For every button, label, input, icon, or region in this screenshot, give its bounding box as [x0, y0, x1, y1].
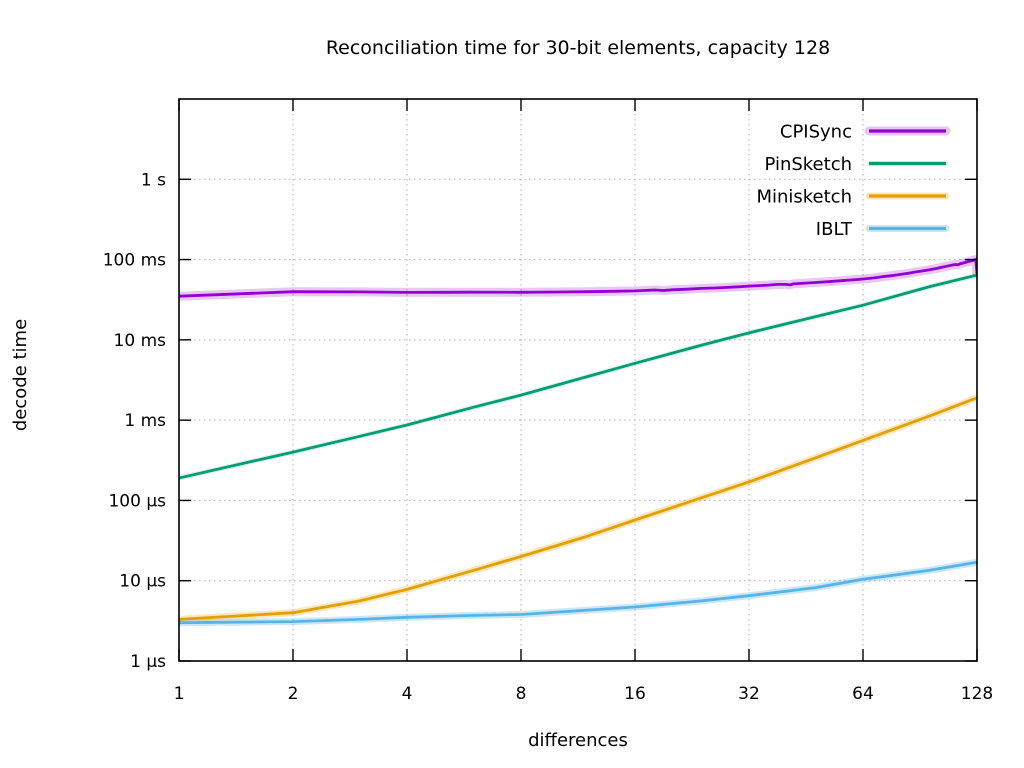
- x-tick-labels: 1 2 4 8 16 32 64 128: [174, 684, 994, 704]
- y-tick-label: 1 µs: [130, 652, 166, 672]
- x-tick-label: 64: [852, 684, 874, 704]
- y-axis-label: decode time: [10, 318, 31, 432]
- y-tick-label: 10 ms: [114, 331, 167, 351]
- series-line-iblt: [179, 560, 977, 625]
- legend-label-minisketch: Minisketch: [756, 187, 852, 208]
- series-line-minisketch: [179, 396, 977, 621]
- chart-title: Reconciliation time for 30-bit elements,…: [325, 37, 831, 59]
- series-pinsketch: [179, 272, 977, 481]
- legend-label-cpisync: CPISync: [780, 122, 852, 143]
- legend-label-iblt: IBLT: [816, 219, 853, 240]
- x-tick-label: 128: [961, 684, 993, 704]
- series-iblt: [179, 558, 977, 627]
- x-tick-label: 8: [516, 684, 527, 704]
- series-group: [179, 255, 977, 627]
- y-tick-label: 100 µs: [108, 491, 166, 511]
- x-tick-label: 1: [174, 684, 185, 704]
- legend-item-cpisync: CPISync: [780, 122, 951, 143]
- legend-item-iblt: IBLT: [816, 219, 950, 240]
- plot-border: [178, 98, 978, 662]
- legend-item-pinsketch: PinSketch: [764, 154, 949, 175]
- y-tick-labels: 1 µs 10 µs 100 µs 1 ms 10 ms 100 ms 1 s: [103, 170, 166, 672]
- series-line-pinsketch: [179, 273, 977, 480]
- gridlines: [179, 99, 977, 661]
- series-band-minisketch: [179, 394, 977, 623]
- y-tick-label: 100 ms: [103, 251, 166, 271]
- series-line-cpisync: [179, 258, 977, 298]
- series-minisketch: [179, 394, 977, 623]
- x-tick-label: 2: [288, 684, 299, 704]
- legend-item-minisketch: Minisketch: [756, 187, 950, 208]
- legend: CPISync PinSketch Minisketch IBLT: [756, 122, 951, 240]
- x-axis-label: differences: [528, 730, 628, 751]
- legend-label-pinsketch: PinSketch: [764, 154, 852, 175]
- y-tick-label: 10 µs: [119, 572, 166, 592]
- x-tick-label: 4: [402, 684, 413, 704]
- x-tick-label: 32: [738, 684, 760, 704]
- y-tick-label: 1 ms: [124, 411, 166, 431]
- y-tick-label: 1 s: [141, 170, 166, 190]
- series-cpisync: [179, 255, 977, 301]
- x-tick-label: 16: [624, 684, 646, 704]
